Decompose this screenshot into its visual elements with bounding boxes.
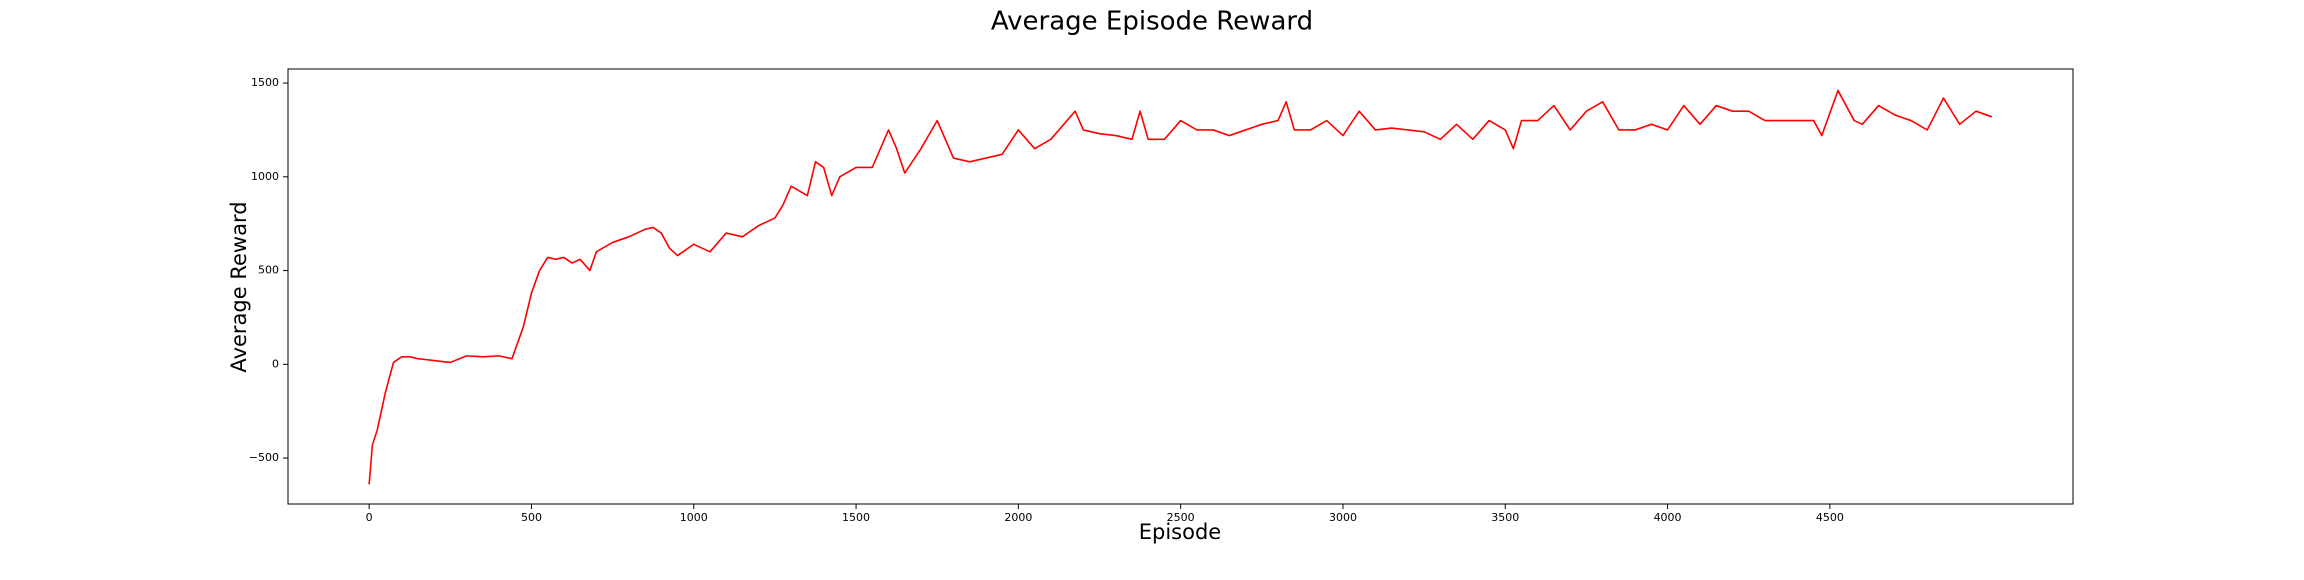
plot-frame <box>287 68 2074 505</box>
chart-title: Average Episode Reward <box>991 7 1313 37</box>
x-tick-label: 4500 <box>1816 511 1844 524</box>
y-tick-label: 500 <box>258 264 279 277</box>
x-tick-label: 4000 <box>1654 511 1682 524</box>
x-tick-label: 3000 <box>1329 511 1357 524</box>
x-tick-label: 2500 <box>1167 511 1195 524</box>
y-tick-label: 0 <box>272 357 279 370</box>
x-axis-label: Episode <box>1139 520 1221 544</box>
y-axis-label: Average Reward <box>227 201 251 372</box>
y-tick-label: 1000 <box>251 170 279 183</box>
data-line <box>368 89 1993 485</box>
x-tick-label: 3500 <box>1491 511 1519 524</box>
x-tick-label: 500 <box>521 511 542 524</box>
x-tick-label: 1000 <box>680 511 708 524</box>
x-tick-label: 1500 <box>842 511 870 524</box>
y-tick-label: −500 <box>249 451 279 464</box>
x-tick-label: 0 <box>366 511 373 524</box>
x-tick-label: 2000 <box>1004 511 1032 524</box>
y-tick-label: 1500 <box>251 76 279 89</box>
